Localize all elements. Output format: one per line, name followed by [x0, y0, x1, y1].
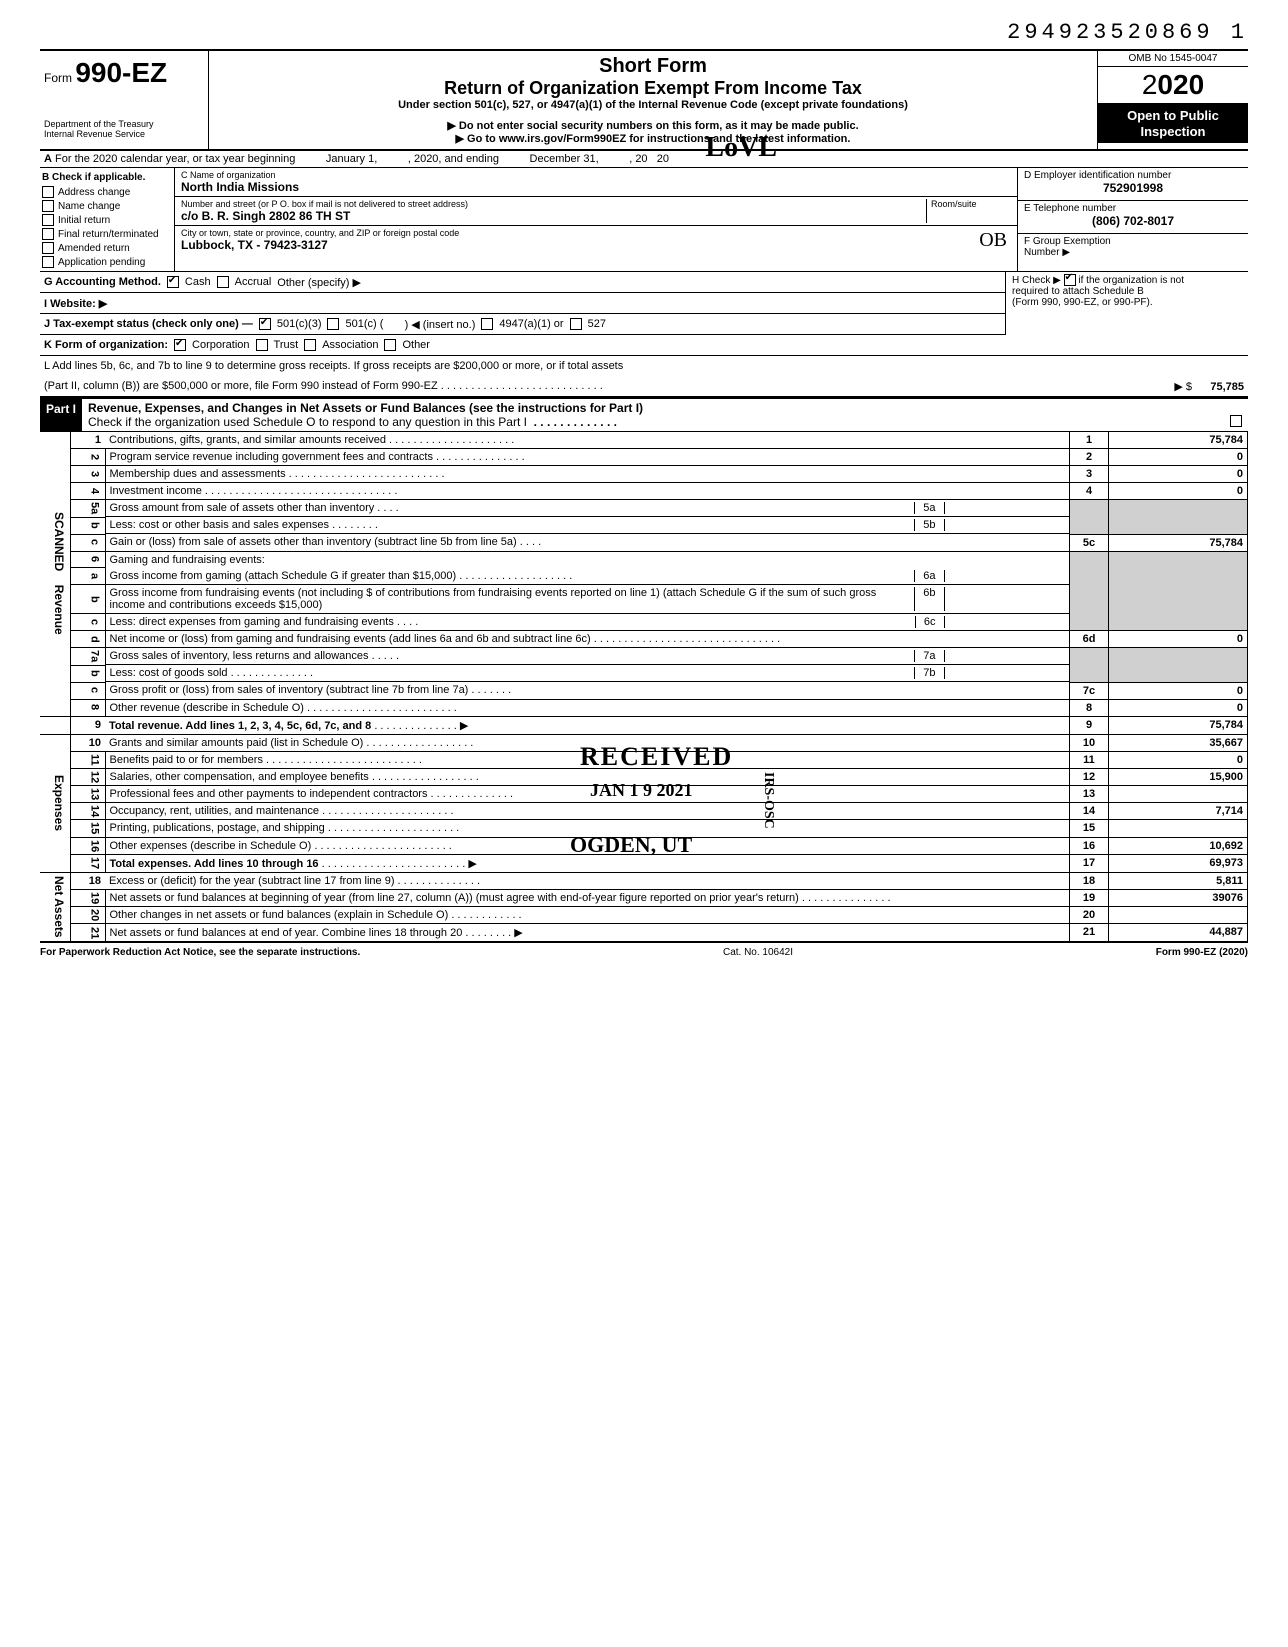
line-19-amount: 39076: [1109, 889, 1248, 906]
ein: 752901998: [1024, 181, 1242, 195]
line-1-amount: 75,784: [1109, 432, 1248, 449]
open-to-public: Open to Public Inspection: [1098, 104, 1248, 143]
line-5c-amount: 75,784: [1109, 534, 1248, 551]
line-21-amount: 44,887: [1109, 924, 1248, 942]
gross-receipts-value: 75,785: [1210, 381, 1244, 393]
line-7c-amount: 0: [1109, 682, 1248, 699]
line-17-amount: 69,973: [1109, 854, 1248, 872]
chk-other-org[interactable]: [384, 339, 396, 351]
line-k-form-org: K Form of organization: Corporation Trus…: [40, 335, 1248, 356]
line-g-accounting: G Accounting Method. Cash Accrual Other …: [40, 272, 1005, 293]
line-h-schedule-b: H Check ▶ if the organization is not req…: [1005, 272, 1248, 335]
line-l-gross-receipts-2: (Part II, column (B)) are $500,000 or mo…: [40, 376, 1248, 397]
chk-final-return[interactable]: [42, 228, 54, 240]
line-4-amount: 0: [1109, 483, 1248, 500]
form-header: Form 990-EZ Department of the Treasury I…: [40, 49, 1248, 151]
line-10-amount: 35,667: [1109, 734, 1248, 751]
chk-trust[interactable]: [256, 339, 268, 351]
line-j-tax-status: J Tax-exempt status (check only one) — 5…: [40, 314, 1005, 335]
side-revenue: SCANNED Revenue: [40, 432, 71, 716]
side-net-assets: Net Assets: [40, 872, 71, 942]
goto-url: ▶ Go to www.irs.gov/Form990EZ for instru…: [219, 132, 1087, 145]
form-number: Form 990-EZ: [44, 57, 204, 89]
chk-name-change[interactable]: [42, 200, 54, 212]
dln-number: 294923520869 1: [40, 20, 1248, 45]
col-c-org-info: C Name of organization North India Missi…: [175, 168, 1018, 271]
chk-501c3[interactable]: [259, 318, 271, 330]
tax-year: 2020: [1098, 67, 1248, 104]
col-de-contact: D Employer identification number 7529019…: [1018, 168, 1248, 271]
part-1-header: Part I Revenue, Expenses, and Changes in…: [40, 397, 1248, 432]
org-street: c/o B. R. Singh 2802 86 TH ST: [181, 209, 350, 223]
line-a-tax-year: A For the 2020 calendar year, or tax yea…: [40, 151, 1248, 168]
footer-form: Form 990-EZ (2020): [1156, 947, 1248, 958]
line-2-amount: 0: [1109, 449, 1248, 466]
line-14-amount: 7,714: [1109, 803, 1248, 820]
line-l-gross-receipts-1: L Add lines 5b, 6c, and 7b to line 9 to …: [40, 356, 1248, 376]
dept-treasury: Department of the Treasury Internal Reve…: [44, 89, 204, 139]
chk-association[interactable]: [304, 339, 316, 351]
footer-paperwork: For Paperwork Reduction Act Notice, see …: [40, 947, 360, 958]
financial-table: SCANNED Revenue 1 Contributions, gifts, …: [40, 432, 1248, 942]
org-city: Lubbock, TX - 79423-3127: [181, 238, 328, 252]
line-8-amount: 0: [1109, 699, 1248, 716]
chk-no-schedule-b[interactable]: [1064, 274, 1076, 286]
entity-block: B Check if applicable. Address change Na…: [40, 168, 1248, 272]
chk-4947[interactable]: [481, 318, 493, 330]
org-name: North India Missions: [181, 180, 299, 194]
title-short-form: Short Form: [219, 55, 1087, 78]
line-11-amount: 0: [1109, 751, 1248, 768]
footer: For Paperwork Reduction Act Notice, see …: [40, 942, 1248, 962]
chk-accrual[interactable]: [217, 276, 229, 288]
title-return: Return of Organization Exempt From Incom…: [219, 78, 1087, 99]
chk-address-change[interactable]: [42, 186, 54, 198]
chk-corporation[interactable]: [174, 339, 186, 351]
handwritten-initials: LoVL: [705, 132, 777, 164]
col-b-checkboxes: B Check if applicable. Address change Na…: [40, 168, 175, 271]
side-expenses: Expenses: [40, 734, 71, 872]
line-3-amount: 0: [1109, 466, 1248, 483]
chk-initial-return[interactable]: [42, 214, 54, 226]
chk-amended[interactable]: [42, 242, 54, 254]
line-i-website: I Website: ▶: [40, 293, 1005, 314]
line-18-amount: 5,811: [1109, 872, 1248, 889]
title-section: Under section 501(c), 527, or 4947(a)(1)…: [219, 99, 1087, 111]
line-12-amount: 15,900: [1109, 768, 1248, 785]
phone: (806) 702-8017: [1024, 214, 1242, 228]
line-16-amount: 10,692: [1109, 837, 1248, 854]
footer-cat: Cat. No. 10642I: [723, 947, 793, 958]
line-15-amount: [1109, 820, 1248, 837]
omb-number: OMB No 1545-0047: [1098, 51, 1248, 67]
warn-ssn: ▶ Do not enter social security numbers o…: [219, 119, 1087, 132]
line-13-amount: [1109, 785, 1248, 802]
line-6d-amount: 0: [1109, 631, 1248, 648]
chk-cash[interactable]: [167, 276, 179, 288]
chk-schedule-o[interactable]: [1230, 415, 1242, 427]
line-20-amount: [1109, 907, 1248, 924]
chk-app-pending[interactable]: [42, 256, 54, 268]
line-9-amount: 75,784: [1109, 716, 1248, 734]
handwritten-ob: OB: [979, 229, 1007, 252]
chk-527[interactable]: [570, 318, 582, 330]
chk-501c[interactable]: [327, 318, 339, 330]
